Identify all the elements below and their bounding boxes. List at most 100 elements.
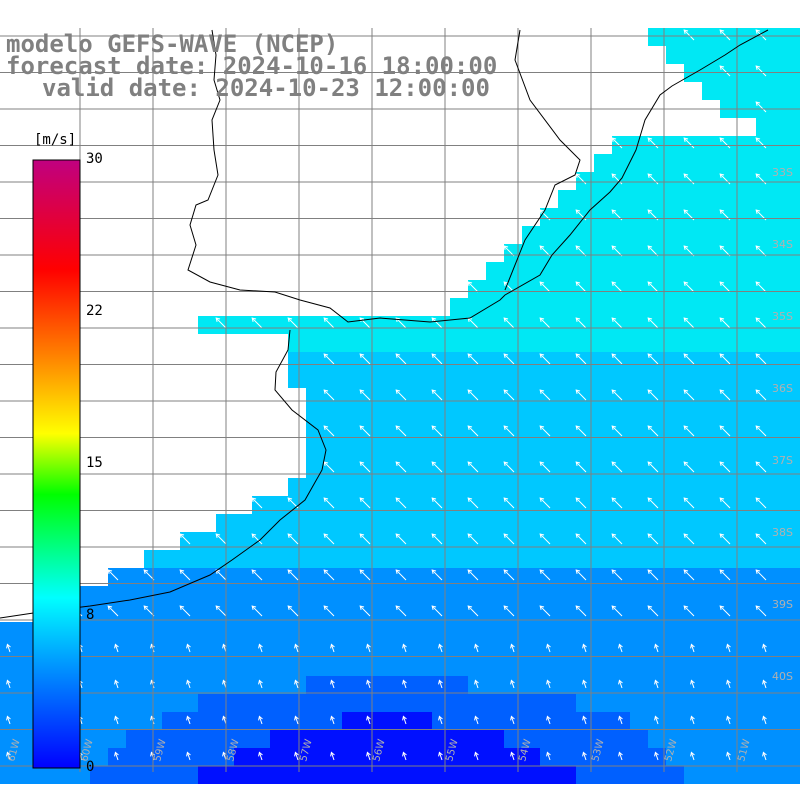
field-cell xyxy=(558,460,576,478)
wind-arrow xyxy=(359,425,371,437)
field-cell xyxy=(324,586,342,604)
field-cell xyxy=(558,370,576,388)
field-cell xyxy=(576,370,594,388)
wind-arrow xyxy=(323,605,335,617)
field-cell xyxy=(792,748,800,766)
field-cell xyxy=(738,622,756,640)
field-cell xyxy=(522,676,540,694)
field-cell xyxy=(360,514,378,532)
wind-arrow xyxy=(719,605,731,617)
wind-arrow-head xyxy=(294,751,299,757)
field-cell xyxy=(630,406,648,424)
field-cell xyxy=(594,352,612,370)
field-cell xyxy=(522,568,540,586)
field-cell xyxy=(486,352,504,370)
field-cell xyxy=(648,352,666,370)
field-cell xyxy=(252,532,270,550)
field-cell xyxy=(216,316,234,334)
field-cell xyxy=(360,352,378,370)
field-cell xyxy=(432,334,450,352)
wind-arrow xyxy=(395,533,407,545)
wind-arrow-head xyxy=(654,715,659,721)
field-cell xyxy=(108,694,126,712)
field-cell xyxy=(738,154,756,172)
field-cell xyxy=(90,676,108,694)
field-cell xyxy=(720,604,738,622)
wind-arrow-head xyxy=(683,533,689,539)
wind-arrow-head xyxy=(719,605,725,611)
field-cell xyxy=(216,658,234,676)
field-cell xyxy=(630,550,648,568)
wind-arrow-head xyxy=(647,569,653,575)
wind-arrow xyxy=(654,680,659,689)
field-cell xyxy=(720,154,738,172)
wind-arrow xyxy=(719,317,731,329)
field-cell xyxy=(126,604,144,622)
wind-arrow xyxy=(611,461,623,473)
field-cell xyxy=(612,496,630,514)
field-cell xyxy=(288,730,306,748)
field-cell xyxy=(288,352,306,370)
wind-arrow-head xyxy=(395,605,401,611)
wind-arrow-head xyxy=(186,679,191,685)
field-cell xyxy=(792,568,800,586)
wind-arrow-head xyxy=(683,569,689,575)
field-cell xyxy=(162,748,180,766)
field-cell xyxy=(774,478,792,496)
field-cell xyxy=(504,334,522,352)
wind-arrow-head xyxy=(755,173,761,179)
field-cell xyxy=(324,550,342,568)
field-cell xyxy=(576,406,594,424)
wind-arrow-head xyxy=(683,29,689,35)
field-cell xyxy=(360,658,378,676)
wind-arrow xyxy=(647,425,659,437)
field-cell xyxy=(774,280,792,298)
wind-arrow-head xyxy=(618,715,623,721)
wind-arrow-head xyxy=(114,679,119,685)
wind-arrow-head xyxy=(114,751,119,757)
field-cell xyxy=(252,730,270,748)
field-cell xyxy=(324,478,342,496)
wind-arrow xyxy=(726,680,731,689)
field-cell xyxy=(594,514,612,532)
wind-arrow-head xyxy=(647,173,653,179)
field-cell xyxy=(756,370,774,388)
field-cell xyxy=(792,424,800,442)
field-cell xyxy=(450,460,468,478)
field-cell xyxy=(702,640,720,658)
field-cell xyxy=(666,730,684,748)
field-cell xyxy=(756,118,774,136)
field-cell xyxy=(666,460,684,478)
field-cell xyxy=(684,244,702,262)
wind-arrow xyxy=(258,716,263,725)
field-cell xyxy=(306,388,324,406)
field-cell xyxy=(522,334,540,352)
field-cell xyxy=(378,766,396,784)
wind-arrow xyxy=(690,644,695,653)
field-cell xyxy=(234,622,252,640)
field-cell xyxy=(558,766,576,784)
field-cell xyxy=(342,568,360,586)
field-cell xyxy=(378,658,396,676)
field-cell xyxy=(648,568,666,586)
field-cell xyxy=(180,766,198,784)
field-cell xyxy=(432,586,450,604)
field-cell xyxy=(792,496,800,514)
field-cell xyxy=(324,334,342,352)
wind-arrow-head xyxy=(438,679,443,685)
field-cell xyxy=(648,262,666,280)
field-cell xyxy=(126,568,144,586)
field-cell xyxy=(576,568,594,586)
wind-arrow-head xyxy=(726,679,731,685)
wind-arrow xyxy=(438,752,443,761)
field-cell xyxy=(774,208,792,226)
field-cell xyxy=(198,748,216,766)
wind-arrow xyxy=(611,569,623,581)
field-cell xyxy=(774,226,792,244)
field-cell xyxy=(720,334,738,352)
field-cell xyxy=(774,154,792,172)
wind-arrow-head xyxy=(287,605,293,611)
field-cell xyxy=(792,82,800,100)
field-cell xyxy=(558,262,576,280)
wind-arrow xyxy=(323,317,335,329)
